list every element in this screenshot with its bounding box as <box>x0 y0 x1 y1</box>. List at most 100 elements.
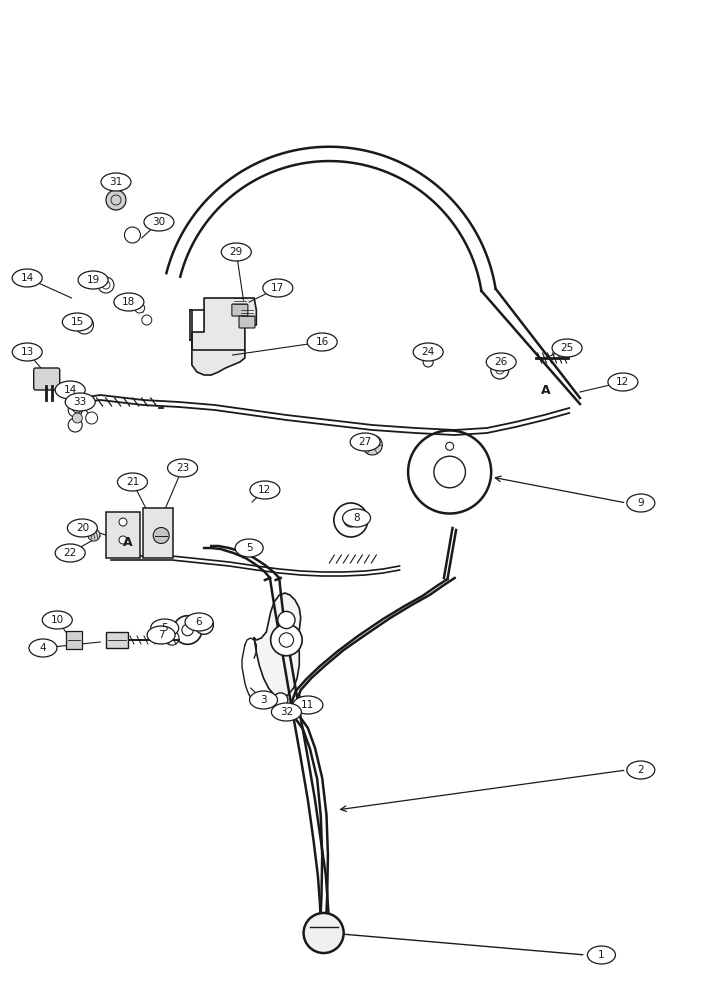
Circle shape <box>271 624 302 656</box>
Text: 11: 11 <box>301 700 314 710</box>
Ellipse shape <box>12 343 42 361</box>
Text: 2: 2 <box>637 765 644 775</box>
Circle shape <box>75 316 94 334</box>
Ellipse shape <box>67 519 97 537</box>
Circle shape <box>68 418 82 432</box>
Ellipse shape <box>62 313 92 331</box>
Circle shape <box>86 412 97 424</box>
Circle shape <box>68 403 82 417</box>
Text: 10: 10 <box>51 615 64 625</box>
Circle shape <box>445 442 454 450</box>
Ellipse shape <box>101 173 131 191</box>
Ellipse shape <box>147 626 175 644</box>
Text: 4: 4 <box>39 643 47 653</box>
Ellipse shape <box>42 611 72 629</box>
Circle shape <box>72 393 82 403</box>
Ellipse shape <box>12 269 42 287</box>
Circle shape <box>98 277 114 293</box>
Text: 15: 15 <box>71 317 84 327</box>
Circle shape <box>72 403 82 413</box>
Circle shape <box>278 611 295 629</box>
Ellipse shape <box>293 696 323 714</box>
Circle shape <box>125 227 140 243</box>
FancyBboxPatch shape <box>66 631 82 649</box>
Text: 18: 18 <box>122 297 135 307</box>
Ellipse shape <box>350 433 380 451</box>
Text: 7: 7 <box>158 630 165 640</box>
Text: 30: 30 <box>153 217 165 227</box>
Circle shape <box>153 528 169 544</box>
Text: 14: 14 <box>64 385 77 395</box>
Circle shape <box>195 616 213 634</box>
Ellipse shape <box>55 381 85 399</box>
Text: 5: 5 <box>161 623 168 633</box>
FancyBboxPatch shape <box>239 316 255 328</box>
Text: A: A <box>122 536 132 548</box>
Text: 8: 8 <box>353 513 360 523</box>
Circle shape <box>362 435 382 455</box>
Text: 12: 12 <box>616 377 629 387</box>
Circle shape <box>490 361 509 379</box>
Text: 1: 1 <box>598 950 605 960</box>
FancyBboxPatch shape <box>34 368 59 390</box>
Ellipse shape <box>78 271 108 289</box>
Circle shape <box>135 303 145 313</box>
FancyBboxPatch shape <box>106 632 128 648</box>
Ellipse shape <box>250 481 280 499</box>
Ellipse shape <box>608 373 638 391</box>
Ellipse shape <box>185 613 213 631</box>
Circle shape <box>173 616 202 644</box>
Ellipse shape <box>29 639 57 657</box>
Circle shape <box>68 388 82 402</box>
Text: 23: 23 <box>176 463 189 473</box>
Text: 17: 17 <box>271 283 284 293</box>
Ellipse shape <box>168 459 198 477</box>
Ellipse shape <box>114 293 144 311</box>
Ellipse shape <box>413 343 443 361</box>
Text: 24: 24 <box>422 347 435 357</box>
Circle shape <box>423 357 433 367</box>
Text: 22: 22 <box>64 548 77 558</box>
Text: 16: 16 <box>316 337 329 347</box>
Polygon shape <box>254 593 301 698</box>
Ellipse shape <box>587 946 616 964</box>
Polygon shape <box>192 298 256 350</box>
Circle shape <box>119 518 127 526</box>
Polygon shape <box>192 350 245 375</box>
Ellipse shape <box>55 544 85 562</box>
Text: 33: 33 <box>74 397 87 407</box>
Text: 9: 9 <box>637 498 644 508</box>
Ellipse shape <box>626 494 655 512</box>
FancyBboxPatch shape <box>143 508 173 558</box>
Text: 21: 21 <box>126 477 139 487</box>
Text: 3: 3 <box>260 695 267 705</box>
Text: 19: 19 <box>87 275 100 285</box>
FancyBboxPatch shape <box>232 304 248 316</box>
Ellipse shape <box>65 393 95 411</box>
Text: 29: 29 <box>230 247 243 257</box>
Text: 26: 26 <box>495 357 508 367</box>
Text: 32: 32 <box>280 707 293 717</box>
Text: 27: 27 <box>359 437 372 447</box>
Ellipse shape <box>263 279 293 297</box>
Ellipse shape <box>626 761 655 779</box>
Ellipse shape <box>117 473 147 491</box>
Text: 31: 31 <box>110 177 122 187</box>
Ellipse shape <box>342 509 371 527</box>
Circle shape <box>165 631 179 645</box>
Ellipse shape <box>235 539 263 557</box>
Text: 5: 5 <box>246 543 253 553</box>
Ellipse shape <box>552 339 582 357</box>
Circle shape <box>304 913 344 953</box>
Text: 14: 14 <box>21 273 34 283</box>
Circle shape <box>106 190 126 210</box>
Circle shape <box>119 536 127 544</box>
Ellipse shape <box>271 703 301 721</box>
Circle shape <box>88 529 100 541</box>
Ellipse shape <box>486 353 516 371</box>
Ellipse shape <box>144 213 174 231</box>
Text: 13: 13 <box>21 347 34 357</box>
Text: 12: 12 <box>258 485 271 495</box>
Text: 6: 6 <box>195 617 203 627</box>
Text: 25: 25 <box>561 343 574 353</box>
